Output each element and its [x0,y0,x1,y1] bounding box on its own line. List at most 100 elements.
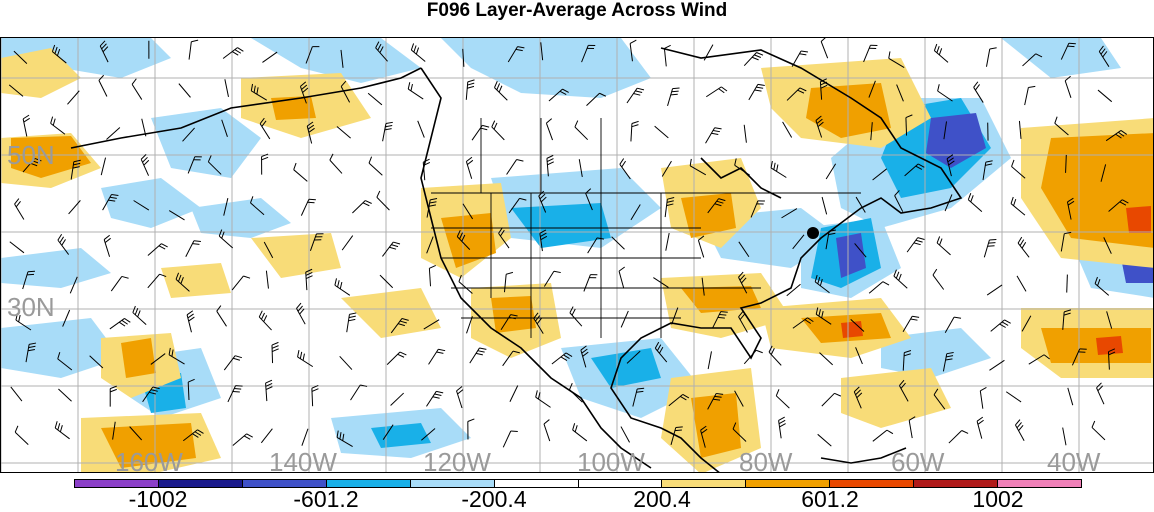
wind-barb [411,50,425,61]
wind-barb [536,397,551,407]
wind-barb [749,84,758,100]
wind-barb [225,79,229,97]
wind-barb-flag [435,394,442,396]
wind-barb [655,126,669,138]
wind-barb-flag [411,43,413,50]
wind-barb [429,349,439,364]
wind-barb-flag [1020,240,1024,246]
wind-barb-flag [188,314,194,318]
wind-barb-flag [393,242,400,244]
wind-barb-flag [554,271,561,272]
wind-barb [106,127,119,139]
wind-barb [340,356,352,369]
wind-barb-flag [1011,197,1013,204]
wind-barb-flag [719,89,725,93]
wind-barb [1015,425,1024,441]
wind-barb-flag [105,238,111,242]
wind-barb-flag [779,420,785,423]
wind-barb-flag [191,40,198,42]
wind-barb-flag [272,346,278,349]
wind-barb-flag [159,246,165,249]
wind-barb [301,199,309,215]
wind-barb-flag [633,94,640,96]
wind-barb [1098,90,1112,102]
wind-barb-flag [754,55,760,58]
wind-barb [822,393,835,406]
map-title: F096 Layer-Average Across Wind [0,0,1154,22]
wind-barb-flag [110,389,117,391]
wind-barb-flag [1028,86,1035,87]
wind-barb-flag [244,436,250,439]
wind-barb-flag [235,50,241,54]
wind-barb-flag [124,318,130,322]
wind-barb-flag [889,51,890,58]
wind-barb-flag [143,157,148,162]
wind-barb [507,160,517,175]
wind-barb [294,170,308,182]
wind-barb-flag [416,48,418,55]
wind-barb-flag [296,303,301,308]
wind-barb-flag [954,317,961,318]
wind-barb-flag [912,316,919,317]
wind-barb [933,275,944,289]
wind-barb [133,313,146,325]
wind-barb-flag [916,240,923,242]
wind-barb-flag [391,245,398,247]
wind-barb [298,357,313,367]
wind-barb-flag [398,354,404,357]
wind-barb [1067,275,1068,293]
wind-barb-flag [637,88,644,90]
wind-barb [906,118,907,136]
wind-barb-flag [547,155,553,158]
wind-barb-flag [536,390,538,397]
wind-barb-flag [1098,386,1103,391]
wind-barb [986,49,989,67]
wind-barb-flag [400,352,406,355]
wind-barb [631,123,632,141]
wind-barb [466,162,471,179]
wind-barb-flag [468,80,475,82]
wind-barb [262,52,277,62]
wind-barb-flag [821,38,826,41]
wind-barb-flag [340,282,342,289]
wind-barb [1092,427,1105,439]
wind-barb-flag [104,235,110,239]
wind-barb-flag [194,241,201,242]
wind-barb [330,160,342,173]
wind-barb [621,311,628,327]
wind-barb [55,428,69,439]
wind-barb-flag [411,84,413,91]
wind-barb-flag [989,240,996,241]
wind-barb-flag [632,125,639,127]
wind-barb [470,348,480,363]
wind-barb-flag [962,430,968,433]
wind-barb [984,240,989,257]
wind-barb [296,308,305,324]
wind-barb [391,393,404,405]
wind-barb-flag [468,83,475,85]
wind-barb [233,434,247,446]
wind-barb [771,168,786,178]
wind-barb [668,89,673,106]
wind-barb-flag [911,319,918,320]
wind-barb-flag [718,317,725,318]
wind-barb-flag [675,430,682,431]
wind-barb [821,41,827,58]
scale-label: 601.2 [801,487,859,511]
wind-barb-flag [272,342,278,345]
wind-barb-flag [715,128,722,129]
wind-barb [492,127,505,140]
wind-barb-flag [673,88,680,89]
wind-barb-flag [940,239,943,246]
lon-label-120w: 120W [423,449,491,473]
wind-barb-flag [365,201,371,204]
wind-barb-flag [779,417,785,420]
wind-barb-flag [1097,383,1102,388]
wind-barb [708,351,711,369]
wind-barb [132,84,142,99]
wind-barb [980,391,983,409]
wind-barb-flag [494,123,497,129]
wind-barb-flag [235,356,242,358]
wind-barb-flag [187,311,193,315]
wind-barb-flag [937,236,940,243]
